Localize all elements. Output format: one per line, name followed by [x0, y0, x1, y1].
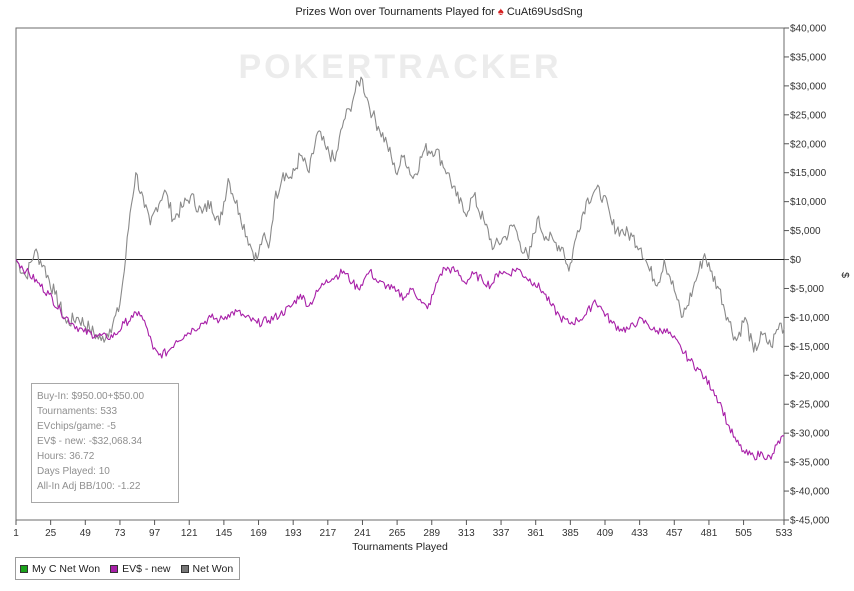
- stats-box: Buy-In: $950.00+$50.00 Tournaments: 533 …: [31, 383, 179, 503]
- x-tick-label: 289: [423, 528, 440, 539]
- legend-item-ev-new[interactable]: EV$ - new: [106, 558, 176, 579]
- x-tick-label: 313: [458, 528, 475, 539]
- stat-buy-in: Buy-In: $950.00+$50.00: [37, 391, 145, 402]
- stat-allin-adj: All-In Adj BB/100: -1.22: [37, 481, 141, 492]
- y-tick-label: $-10,000: [790, 313, 830, 324]
- x-tick-label: 73: [114, 528, 126, 539]
- chart-legend: My C Net Won EV$ - new Net Won: [15, 557, 241, 580]
- legend-swatch-purple: [110, 564, 119, 573]
- y-tick-label: $15,000: [790, 168, 827, 179]
- x-tick-label: 481: [701, 528, 718, 539]
- legend-swatch-green: [20, 564, 28, 573]
- x-tick-label: 457: [666, 528, 683, 539]
- stat-days-played: Days Played: 10: [37, 466, 110, 477]
- y-tick-label: $0: [790, 255, 802, 266]
- stat-evchips: EVchips/game: -5: [37, 421, 116, 432]
- spade-icon: ♠: [498, 6, 507, 18]
- x-tick-label: 241: [354, 528, 371, 539]
- x-tick-label: 217: [319, 528, 336, 539]
- x-tick-label: 1: [13, 528, 19, 539]
- x-tick-label: 533: [776, 528, 793, 539]
- y-tick-label: $-40,000: [790, 487, 830, 498]
- legend-label: EV$ - new: [122, 562, 171, 575]
- stat-ev-new: EV$ - new: -$32,068.34: [37, 436, 143, 447]
- y-tick-label: $25,000: [790, 110, 827, 121]
- x-tick-label: 265: [389, 528, 406, 539]
- series-line-ev-new: [15, 259, 785, 461]
- x-tick-label: 97: [149, 528, 161, 539]
- x-tick-label: 505: [735, 528, 752, 539]
- legend-item-my-c-net-won[interactable]: My C Net Won: [16, 558, 106, 579]
- y-tick-label: $-30,000: [790, 429, 830, 440]
- x-tick-label: 385: [562, 528, 579, 539]
- y-tick-label: $-25,000: [790, 400, 830, 411]
- y-tick-label: $35,000: [790, 52, 827, 63]
- y-tick-label: $30,000: [790, 81, 827, 92]
- y-tick-label: $-5,000: [790, 284, 824, 295]
- y-tick-label: $-45,000: [790, 516, 830, 527]
- x-tick-label: 361: [527, 528, 544, 539]
- x-tick-label: 25: [45, 528, 57, 539]
- y-tick-label: $5,000: [790, 226, 821, 237]
- pokertracker-watermark: POKERTRACKER: [238, 48, 561, 86]
- x-tick-label: 337: [493, 528, 510, 539]
- x-axis-label: Tournaments Played: [352, 541, 448, 553]
- y-axis-label: $: [839, 272, 851, 278]
- stat-tournaments: Tournaments: 533: [37, 406, 118, 417]
- player-name: CuAt69UsdSng: [507, 6, 583, 18]
- x-tick-label: 49: [80, 528, 92, 539]
- plot-border: [15, 27, 785, 521]
- x-tick-label: 409: [597, 528, 614, 539]
- x-tick-label: 433: [631, 528, 648, 539]
- legend-label: Net Won: [192, 562, 234, 575]
- y-tick-label: $40,000: [790, 24, 827, 35]
- stat-hours: Hours: 36.72: [37, 451, 95, 462]
- chart-title: Prizes Won over Tournaments Played for ♠…: [295, 6, 582, 18]
- legend-item-net-won[interactable]: Net Won: [177, 558, 240, 579]
- y-tick-label: $-15,000: [790, 342, 830, 353]
- y-tick-label: $-35,000: [790, 458, 830, 469]
- x-tick-label: 145: [216, 528, 233, 539]
- y-tick-label: $20,000: [790, 139, 827, 150]
- x-tick-label: 121: [181, 528, 198, 539]
- legend-swatch-gray: [180, 564, 189, 573]
- series-line-net-won: [15, 76, 785, 353]
- y-tick-label: $10,000: [790, 197, 827, 208]
- x-tick-label: 193: [285, 528, 302, 539]
- y-tick-label: $-20,000: [790, 371, 830, 382]
- x-tick-label: 169: [250, 528, 267, 539]
- legend-label: My C Net Won: [32, 562, 101, 575]
